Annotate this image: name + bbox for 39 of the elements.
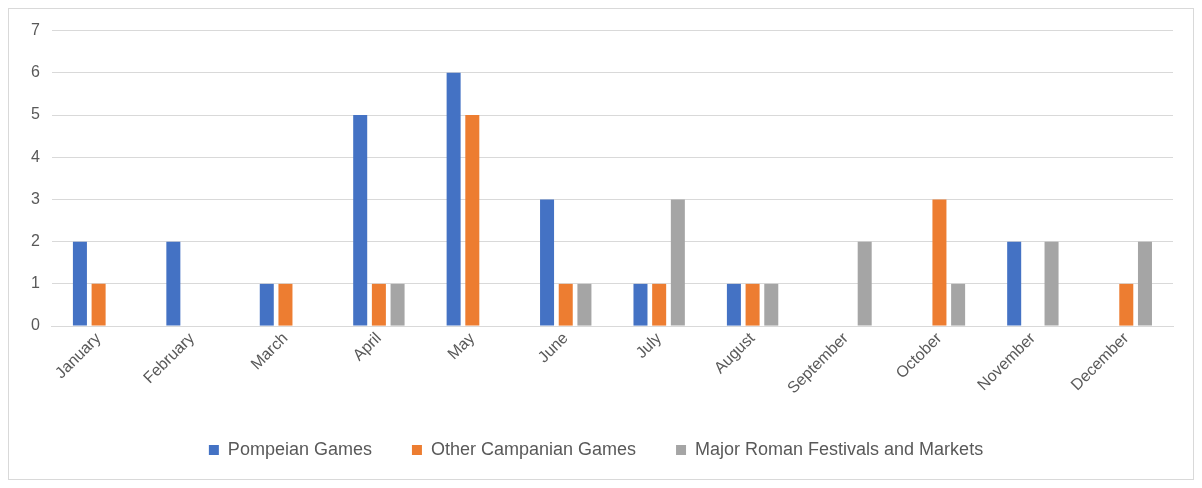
bar (1007, 241, 1022, 326)
bar (72, 241, 87, 326)
bar (91, 283, 106, 326)
bar (745, 283, 760, 326)
bar (371, 283, 386, 326)
bar (558, 283, 573, 326)
bar (446, 72, 461, 326)
y-tick-label: 1 (30, 274, 40, 292)
y-tick-label: 2 (30, 232, 40, 250)
bar (652, 283, 667, 326)
bar (353, 115, 368, 326)
x-tick-label: May (444, 329, 478, 363)
bar (259, 283, 274, 326)
legend-label: Major Roman Festivals and Markets (695, 438, 984, 459)
y-tick-label: 4 (30, 147, 40, 165)
bar (857, 241, 872, 326)
bar (1119, 283, 1134, 326)
y-tick-label: 0 (30, 316, 40, 334)
y-tick-label: 3 (30, 189, 40, 207)
bar (1044, 241, 1059, 326)
y-tick-label: 5 (30, 105, 40, 123)
x-tick-label: July (632, 329, 665, 362)
bar (1137, 241, 1152, 326)
legend-label: Other Campanian Games (430, 438, 637, 459)
bar (577, 283, 592, 326)
bar (951, 283, 966, 326)
bar (540, 199, 555, 326)
bar (764, 283, 779, 326)
bar (278, 283, 293, 326)
bar (465, 115, 480, 326)
bar (166, 241, 181, 326)
bar (633, 283, 648, 326)
bar (932, 199, 947, 326)
y-tick-label: 7 (30, 21, 40, 39)
bar (670, 199, 685, 326)
y-tick-label: 6 (30, 63, 40, 81)
bar (390, 283, 405, 326)
legend-label: Pompeian Games (227, 438, 372, 459)
bar (726, 283, 741, 326)
